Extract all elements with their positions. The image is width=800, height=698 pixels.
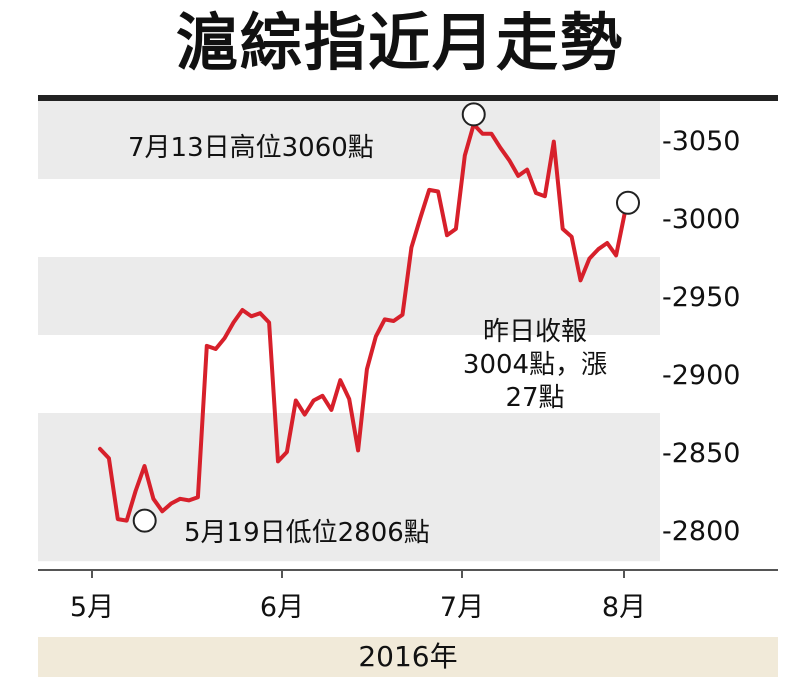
data-point xyxy=(392,319,396,323)
data-point xyxy=(605,241,609,245)
x-tick-label: 5月 xyxy=(70,592,114,623)
x-tick-label: 6月 xyxy=(260,592,304,623)
grid-band xyxy=(38,257,660,335)
data-point xyxy=(303,413,307,417)
data-point xyxy=(107,456,111,460)
data-point xyxy=(347,397,351,401)
data-point xyxy=(134,489,138,493)
data-point xyxy=(507,158,511,162)
y-tick-label: -3050 xyxy=(662,126,740,157)
data-point xyxy=(579,278,583,282)
data-point xyxy=(196,495,200,499)
data-point xyxy=(223,336,227,340)
data-point xyxy=(436,189,440,193)
data-point xyxy=(98,447,102,451)
data-point xyxy=(534,191,538,195)
data-point xyxy=(214,347,218,351)
data-point xyxy=(365,367,369,371)
annotation-close: 昨日收報 3004點，漲 27點 xyxy=(430,316,640,415)
data-point xyxy=(481,132,485,136)
data-point xyxy=(552,140,556,144)
data-point xyxy=(258,311,262,315)
grid-band xyxy=(38,413,660,491)
annotation-close-line: 27點 xyxy=(505,383,565,413)
data-point xyxy=(490,132,494,136)
annotation-marker xyxy=(132,508,157,533)
data-point xyxy=(240,308,244,312)
year-label: 2016年 xyxy=(358,640,458,673)
y-tick-label: -2900 xyxy=(662,360,740,391)
data-point xyxy=(151,497,155,501)
data-point xyxy=(570,235,574,239)
data-point xyxy=(498,146,502,150)
annotation-low: 5月19日低位2806點 xyxy=(184,518,430,548)
chart-title: 滬綜指近月走勢 xyxy=(175,6,624,79)
data-point xyxy=(543,194,547,198)
y-tick-label: -2800 xyxy=(662,516,740,547)
annotation-high: 7月13日高位3060點 xyxy=(128,133,374,163)
annotation-marker xyxy=(461,102,486,127)
y-tick-label: -2850 xyxy=(662,438,740,469)
data-point xyxy=(285,450,289,454)
data-point xyxy=(160,509,164,513)
title-rule xyxy=(38,95,778,101)
data-point xyxy=(187,498,191,502)
data-point xyxy=(445,233,449,237)
data-point xyxy=(178,497,182,501)
data-point xyxy=(249,314,253,318)
data-point xyxy=(409,246,413,250)
data-point xyxy=(294,399,298,403)
data-point xyxy=(427,188,431,192)
annotation-close-line: 昨日收報 xyxy=(482,317,587,347)
y-axis-ticks: -2800 -2850 -2900 -2950 -3000 -3050 xyxy=(662,126,740,547)
data-point xyxy=(356,448,360,452)
annotation-marker xyxy=(616,190,640,215)
data-point xyxy=(320,394,324,398)
data-point xyxy=(561,227,565,231)
y-tick-label: -3000 xyxy=(662,204,740,235)
data-point xyxy=(169,501,173,505)
data-point xyxy=(383,317,387,321)
data-point xyxy=(205,344,209,348)
data-point xyxy=(142,464,146,468)
data-point xyxy=(329,408,333,412)
data-point xyxy=(596,247,600,251)
data-point xyxy=(116,517,120,521)
data-point xyxy=(418,216,422,220)
data-point xyxy=(338,378,342,382)
data-point xyxy=(231,321,235,325)
x-tick-label: 7月 xyxy=(440,592,484,623)
data-point xyxy=(267,321,271,325)
data-point xyxy=(312,399,316,403)
data-point xyxy=(125,519,129,523)
data-point xyxy=(516,174,520,178)
data-point xyxy=(374,335,378,339)
x-axis-ticks: 5月 6月 7月 8月 xyxy=(70,570,646,623)
series-line xyxy=(98,122,627,523)
data-point xyxy=(614,253,618,257)
x-tick-label: 8月 xyxy=(602,592,646,623)
data-point xyxy=(401,313,405,317)
y-tick-label: -2950 xyxy=(662,282,740,313)
data-point xyxy=(587,257,591,261)
annotation-markers xyxy=(132,102,640,533)
annotation-close-line: 3004點，漲 xyxy=(462,350,608,380)
year-band: 2016年 xyxy=(38,637,778,677)
data-point xyxy=(463,154,467,158)
data-point xyxy=(454,227,458,231)
data-point xyxy=(276,459,280,463)
data-point xyxy=(525,168,529,172)
